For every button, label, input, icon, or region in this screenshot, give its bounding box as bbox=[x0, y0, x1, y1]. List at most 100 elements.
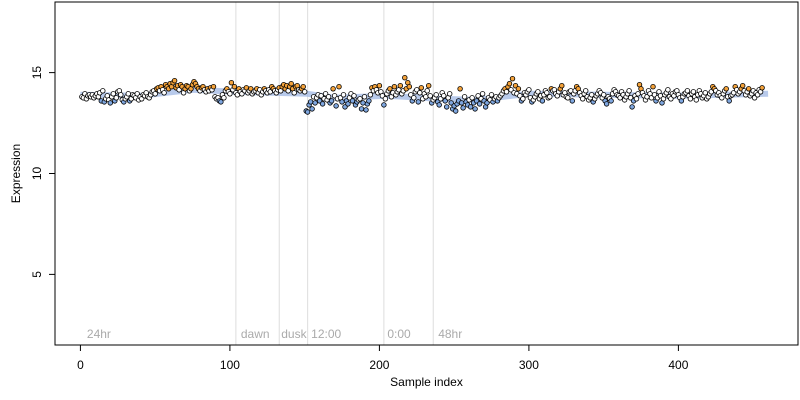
data-point bbox=[307, 99, 314, 105]
data-point bbox=[328, 98, 335, 104]
data-point bbox=[583, 88, 589, 94]
data-point bbox=[457, 86, 463, 92]
data-point bbox=[366, 98, 372, 104]
data-point bbox=[601, 92, 607, 98]
data-point bbox=[363, 107, 369, 113]
region-label-5: 48hr bbox=[438, 327, 462, 341]
region-label-2: dusk bbox=[281, 327, 307, 341]
data-point bbox=[231, 83, 238, 90]
data-point bbox=[506, 80, 513, 87]
x-tick-label: 400 bbox=[668, 358, 688, 372]
data-point bbox=[349, 98, 356, 104]
data-point bbox=[427, 93, 433, 99]
data-point bbox=[402, 74, 408, 81]
data-point bbox=[740, 82, 746, 89]
data-point bbox=[161, 90, 167, 96]
data-point bbox=[391, 83, 398, 90]
data-point bbox=[387, 86, 393, 92]
data-point bbox=[635, 91, 641, 97]
data-point bbox=[210, 83, 217, 90]
data-point bbox=[100, 88, 106, 94]
data-point bbox=[526, 87, 532, 93]
data-point bbox=[580, 96, 586, 102]
data-point bbox=[300, 83, 306, 90]
data-point bbox=[424, 88, 430, 94]
data-point bbox=[345, 101, 351, 107]
data-point bbox=[339, 99, 345, 105]
data-point bbox=[453, 108, 459, 114]
data-point bbox=[503, 89, 510, 95]
data-point bbox=[447, 91, 453, 97]
data-point bbox=[726, 98, 732, 104]
data-point bbox=[367, 92, 374, 98]
data-point bbox=[608, 98, 614, 104]
data-point bbox=[340, 92, 347, 98]
data-point bbox=[406, 83, 412, 90]
data-point bbox=[759, 85, 765, 91]
data-point bbox=[723, 86, 729, 92]
region-label-1: dawn bbox=[241, 327, 270, 341]
data-point bbox=[479, 91, 486, 97]
x-tick-label: 100 bbox=[220, 358, 240, 372]
data-point bbox=[633, 96, 640, 102]
data-point bbox=[693, 97, 699, 103]
x-tick-label: 0 bbox=[77, 358, 84, 372]
data-point bbox=[376, 82, 383, 89]
data-point bbox=[746, 86, 752, 92]
region-label-0: 24hr bbox=[87, 327, 111, 341]
data-point bbox=[107, 100, 113, 106]
data-point bbox=[330, 86, 336, 92]
data-point bbox=[469, 95, 475, 101]
data-point bbox=[325, 94, 332, 100]
x-tick-label: 200 bbox=[369, 358, 389, 372]
data-point bbox=[351, 93, 357, 99]
data-point bbox=[411, 95, 417, 101]
data-point bbox=[629, 104, 635, 110]
data-point bbox=[603, 101, 610, 107]
data-point bbox=[357, 96, 363, 102]
data-point bbox=[382, 96, 389, 102]
data-point bbox=[436, 102, 442, 108]
region-labels: 24hr dawn dusk 12:00 0:00 48hr bbox=[87, 327, 462, 341]
data-point bbox=[565, 95, 571, 101]
data-point bbox=[415, 99, 421, 105]
data-point bbox=[665, 87, 671, 93]
data-point bbox=[152, 91, 158, 97]
data-point bbox=[423, 94, 429, 100]
data-point bbox=[690, 89, 697, 95]
data-point bbox=[520, 96, 526, 102]
data-point bbox=[312, 100, 318, 106]
data-point bbox=[535, 89, 541, 95]
data-point bbox=[171, 77, 178, 84]
data-point bbox=[227, 91, 233, 97]
region-label-3: 12:00 bbox=[311, 327, 341, 341]
plot-frame bbox=[54, 1, 799, 346]
data-point bbox=[218, 99, 224, 105]
data-point bbox=[309, 106, 315, 112]
data-point bbox=[539, 98, 546, 104]
data-point bbox=[288, 80, 294, 87]
data-point bbox=[361, 94, 368, 100]
y-tick-label: 5 bbox=[30, 271, 44, 278]
region-boundary-lines bbox=[235, 2, 434, 345]
data-point bbox=[397, 82, 403, 89]
y-tick-label: 10 bbox=[30, 167, 44, 181]
data-point bbox=[559, 82, 565, 89]
data-point bbox=[319, 101, 326, 107]
data-point bbox=[291, 90, 297, 96]
data-point bbox=[460, 105, 466, 111]
y-axis-label: Expression bbox=[9, 144, 23, 203]
data-point bbox=[417, 90, 423, 96]
data-point bbox=[515, 86, 522, 92]
data-point bbox=[476, 101, 483, 107]
data-point bbox=[547, 94, 553, 100]
data-point bbox=[458, 100, 465, 106]
data-point bbox=[113, 95, 119, 101]
x-axis: 0 100 200 300 400 bbox=[77, 345, 689, 372]
region-label-4: 0:00 bbox=[387, 327, 411, 341]
data-point bbox=[684, 88, 691, 94]
data-point bbox=[444, 104, 450, 110]
data-point bbox=[221, 95, 227, 101]
data-point bbox=[589, 92, 595, 98]
